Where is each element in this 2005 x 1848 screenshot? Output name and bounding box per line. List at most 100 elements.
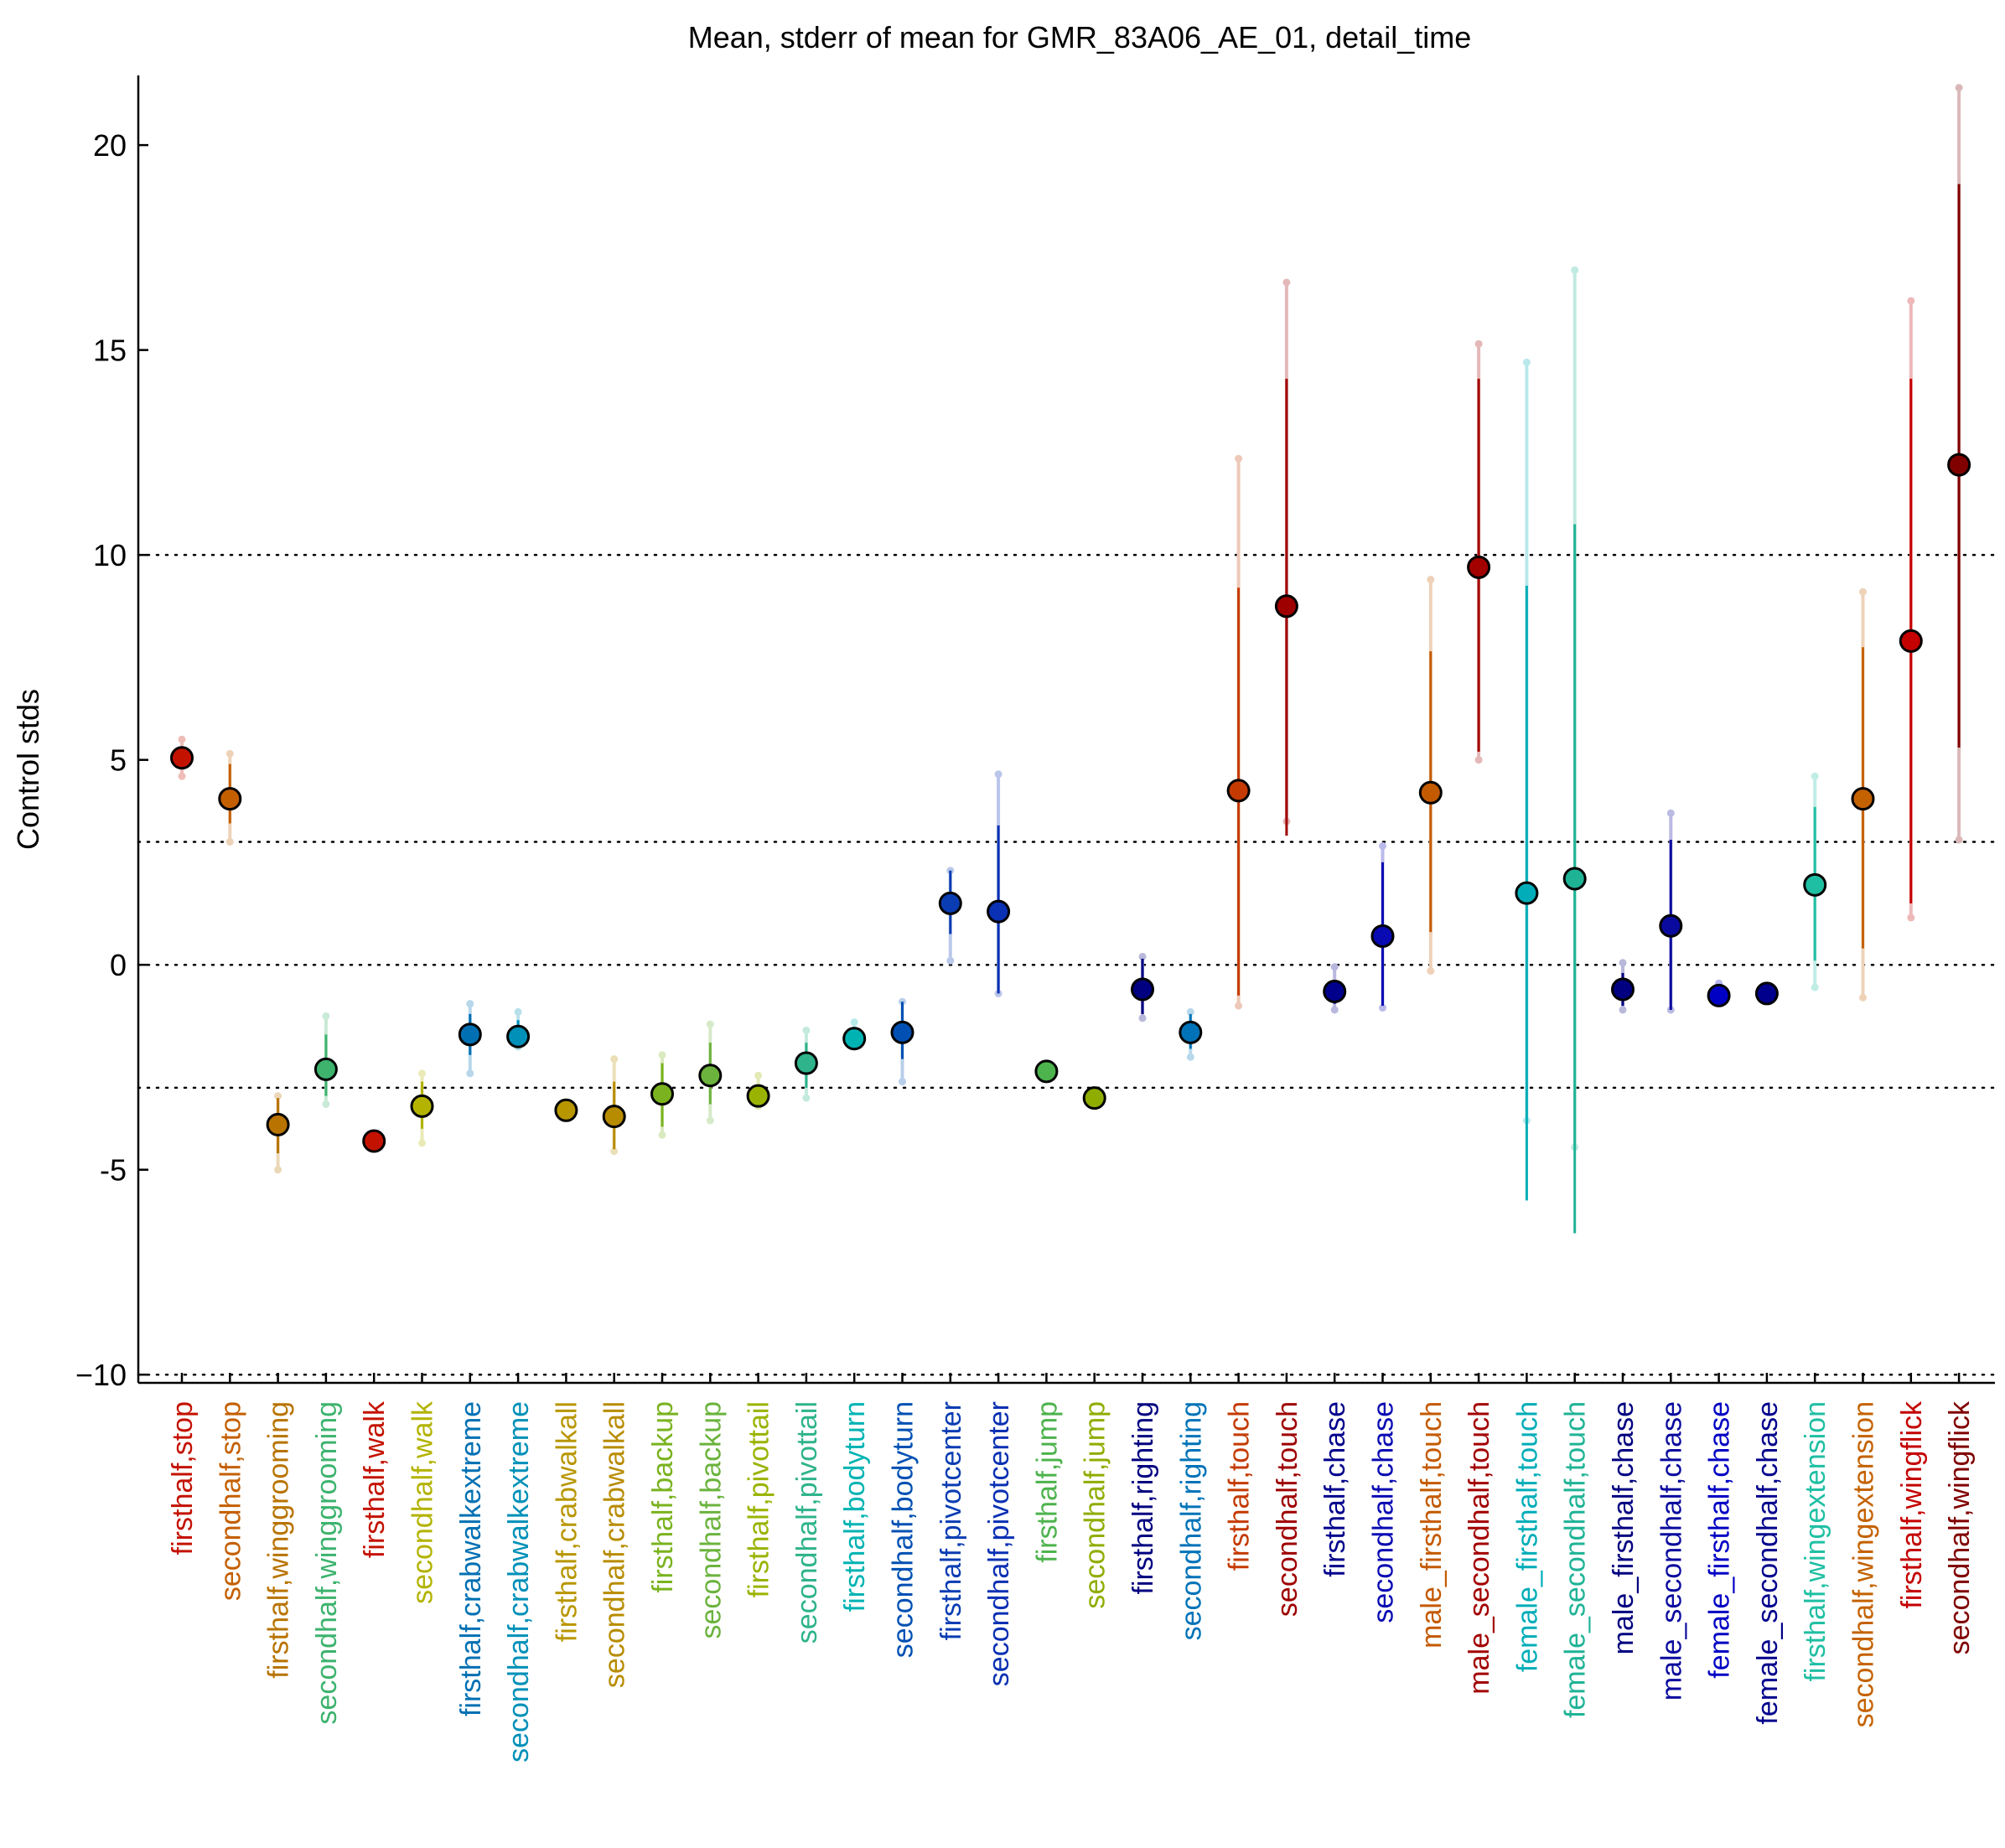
range-end-dot — [1427, 967, 1435, 976]
y-tick-label: 20 — [93, 128, 127, 163]
y-tick-label: 10 — [93, 538, 127, 572]
mean-marker — [842, 1027, 867, 1051]
mean-marker — [987, 899, 1011, 924]
mean-marker — [698, 1064, 723, 1088]
x-tick-label: firsthalf,wingextension — [1800, 1401, 1831, 1682]
reference-lines — [137, 553, 1997, 1376]
x-tick-label: secondhalf,crabwalkextreme — [503, 1401, 535, 1763]
x-axis-tick-labels: firsthalf,stop secondhalf,stop firsthalf,w… — [167, 1373, 1976, 1763]
x-tick-label: female_firsthalf,touch — [1511, 1401, 1543, 1672]
mean-marker — [170, 746, 194, 770]
range-end-dot — [1138, 1014, 1147, 1022]
y-tick-label: −10 — [75, 1358, 127, 1392]
x-tick-label: secondhalf,chase — [1368, 1401, 1400, 1623]
mean-marker — [410, 1094, 434, 1118]
y-tick-label: 15 — [93, 334, 127, 368]
y-axis-label: Control stds — [11, 689, 45, 850]
mean-marker — [746, 1084, 770, 1108]
x-tick-label: secondhalf,touch — [1272, 1401, 1303, 1617]
x-tick-label: firsthalf,stop — [167, 1401, 199, 1555]
x-tick-label: firsthalf,jump — [1031, 1401, 1063, 1563]
x-tick-label: firsthalf,chase — [1319, 1401, 1351, 1577]
mean-marker — [1899, 629, 1923, 653]
x-tick-label: male_firsthalf,chase — [1608, 1401, 1640, 1654]
range-end-dot — [1811, 772, 1819, 780]
range-end-dot — [418, 1069, 426, 1078]
x-tick-label: secondhalf,stop — [215, 1401, 246, 1601]
range-end-dot — [610, 1147, 619, 1156]
x-tick-label: firsthalf,winggrooming — [263, 1401, 295, 1679]
x-tick-label: firsthalf,crabwalkall — [551, 1401, 583, 1642]
x-tick-label: firsthalf,crabwalkextreme — [455, 1401, 487, 1716]
x-tick-label: female_firsthalf,chase — [1704, 1401, 1736, 1679]
mean-marker — [602, 1105, 626, 1129]
mean-marker — [794, 1051, 818, 1075]
range-end-dot — [1379, 841, 1386, 850]
x-tick-label: secondhalf,wingextension — [1848, 1401, 1880, 1727]
range-end-dot — [1427, 576, 1435, 584]
x-tick-label: male_firsthalf,touch — [1416, 1401, 1448, 1649]
y-tick-label: 0 — [110, 948, 127, 982]
range-end-dot — [1619, 959, 1627, 967]
range-end-dot — [1186, 1007, 1194, 1016]
x-tick-label: male_secondhalf,touch — [1464, 1401, 1495, 1695]
range-end-dot — [899, 1078, 906, 1086]
range-end-dot — [1811, 983, 1819, 991]
mean-marker — [1754, 981, 1779, 1006]
x-tick-label: firsthalf,bodyturn — [839, 1401, 871, 1612]
y-tick-label: 5 — [110, 743, 127, 778]
mean-marker — [1851, 787, 1875, 811]
x-tick-label: secondhalf,crabwalkall — [599, 1401, 631, 1688]
x-tick-label: secondhalf,winggrooming — [311, 1401, 343, 1725]
range-end-dot — [658, 1131, 666, 1139]
range-end-dot — [225, 749, 234, 758]
x-tick-label: secondhalf,wingflick — [1944, 1400, 1976, 1654]
x-tick-label: firsthalf,pivotcenter — [935, 1401, 967, 1640]
range-end-dot — [466, 1069, 474, 1078]
mean-marker — [1947, 453, 1971, 477]
range-end-dot — [1235, 1002, 1243, 1010]
range-end-dot — [322, 1012, 330, 1020]
range-end-dot — [1955, 836, 1963, 844]
mean-marker — [554, 1098, 578, 1122]
mean-marker — [266, 1112, 290, 1136]
range-end-dot — [802, 1026, 811, 1034]
x-tick-label: firsthalf,walk — [359, 1400, 391, 1558]
range-end-dot — [1619, 1006, 1627, 1014]
x-tick-label: female_secondhalf,touch — [1560, 1401, 1592, 1718]
x-tick-label: female_secondhalf,chase — [1752, 1401, 1784, 1725]
range-end-dot — [1907, 297, 1915, 305]
range-end-dot — [514, 1007, 522, 1016]
data-points — [170, 84, 1971, 1234]
range-end-dot — [1330, 1006, 1339, 1014]
range-end-dot — [1859, 993, 1867, 1002]
range-end-dot — [178, 772, 186, 780]
range-end-dot — [1235, 454, 1243, 463]
x-tick-label: firsthalf,righting — [1127, 1401, 1159, 1595]
range-end-dot — [274, 1166, 282, 1174]
mean-marker — [1274, 594, 1298, 619]
mean-marker — [506, 1024, 531, 1048]
x-tick-label: secondhalf,walk — [407, 1400, 439, 1604]
range-end-dot — [994, 770, 1002, 779]
mean-marker — [938, 891, 962, 915]
mean-marker — [1659, 914, 1683, 938]
mean-marker — [1562, 867, 1587, 891]
chart-title: Mean, stderr of mean for GMR_83A06_AE_01… — [688, 20, 1472, 54]
x-tick-label: secondhalf,jump — [1080, 1401, 1111, 1609]
range-end-dot — [1330, 963, 1339, 971]
mean-marker — [650, 1082, 674, 1106]
x-tick-label: secondhalf,righting — [1175, 1401, 1207, 1640]
mean-marker — [1515, 881, 1539, 905]
range-end-dot — [610, 1055, 619, 1064]
y-tick-label: -5 — [100, 1153, 127, 1188]
mean-marker — [1179, 1020, 1203, 1044]
range-end-dot — [1571, 266, 1579, 274]
axes — [137, 75, 1995, 1385]
range-end-dot — [706, 1020, 714, 1028]
x-tick-label: firsthalf,wingflick — [1896, 1400, 1928, 1609]
range-end-dot — [418, 1139, 426, 1147]
range-end-dot — [1138, 952, 1147, 960]
mean-marker — [1034, 1059, 1059, 1084]
